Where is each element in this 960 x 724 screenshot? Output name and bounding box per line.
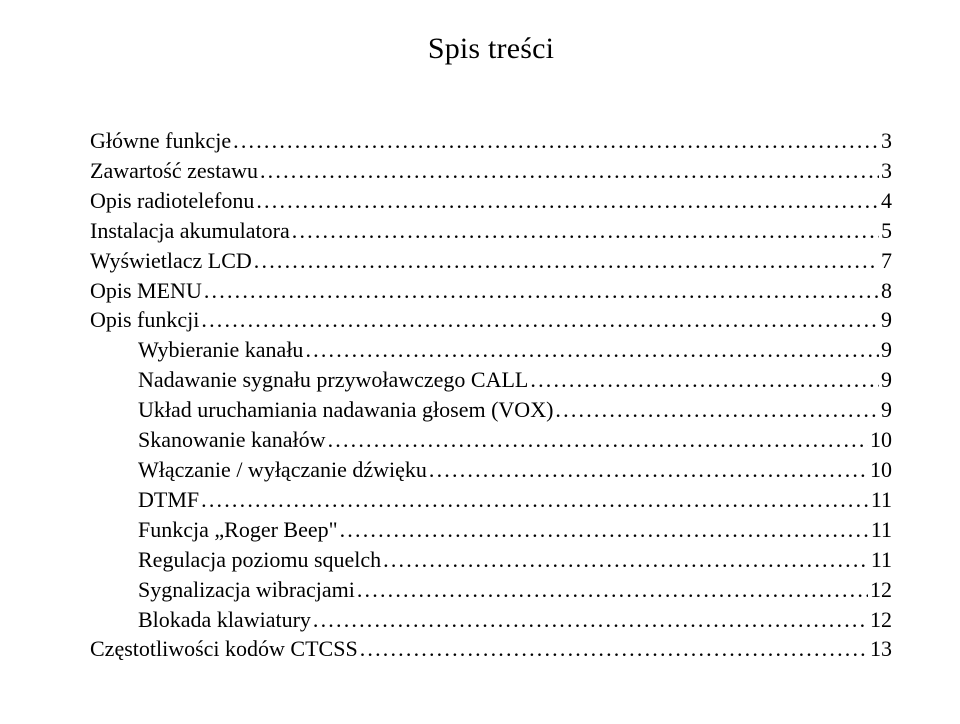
toc-leader-dots <box>360 634 868 664</box>
toc-leader-dots <box>305 335 879 365</box>
toc-entry: Opis MENU 8 <box>90 276 892 306</box>
toc-entry: Zawartość zestawu 3 <box>90 156 892 186</box>
toc-entry: Opis radiotelefonu 4 <box>90 186 892 216</box>
toc-entry-label: Opis MENU <box>90 276 202 306</box>
toc-entry-label: Instalacja akumulatora <box>90 216 290 246</box>
toc-entry: Instalacja akumulatora 5 <box>90 216 892 246</box>
toc-leader-dots <box>260 156 879 186</box>
toc-entry-label: Regulacja poziomu squelch <box>138 545 381 575</box>
toc-entry-label: Opis radiotelefonu <box>90 186 254 216</box>
toc-entry-page: 12 <box>870 575 892 605</box>
toc-entry-page: 4 <box>881 186 892 216</box>
toc-entry: Wybieranie kanału 9 <box>90 335 892 365</box>
toc-entry-label: Sygnalizacja wibracjami <box>138 575 355 605</box>
toc-leader-dots <box>233 126 879 156</box>
toc-entry-label: Nadawanie sygnału przywoławczego CALL <box>138 365 528 395</box>
toc-leader-dots <box>328 425 868 455</box>
toc-entry: Nadawanie sygnału przywoławczego CALL 9 <box>90 365 892 395</box>
toc-entry-page: 10 <box>870 425 892 455</box>
toc-entry-page: 10 <box>870 455 892 485</box>
toc-entry: Skanowanie kanałów 10 <box>90 425 892 455</box>
toc-leader-dots <box>201 485 869 515</box>
toc-entry-page: 11 <box>871 515 892 545</box>
toc-entry-label: DTMF <box>138 485 199 515</box>
toc-entry-label: Wybieranie kanału <box>138 335 303 365</box>
toc-entry-page: 3 <box>881 156 892 186</box>
toc-entry: Blokada klawiatury 12 <box>90 605 892 635</box>
toc-leader-dots <box>313 605 868 635</box>
toc-entry-page: 9 <box>881 395 892 425</box>
toc-leader-dots <box>340 515 869 545</box>
toc-entry-label: Blokada klawiatury <box>138 605 311 635</box>
toc-entry: Częstotliwości kodów CTCSS 13 <box>90 634 892 664</box>
toc-entry-page: 9 <box>881 335 892 365</box>
toc-entry-page: 9 <box>881 305 892 335</box>
toc-entry-label: Zawartość zestawu <box>90 156 258 186</box>
toc-leader-dots <box>254 246 879 276</box>
toc-entry: Główne funkcje 3 <box>90 126 892 156</box>
toc-leader-dots <box>530 365 879 395</box>
toc-entry-label: Wyświetlacz LCD <box>90 246 252 276</box>
toc-leader-dots <box>204 276 879 306</box>
toc-entry-label: Częstotliwości kodów CTCSS <box>90 634 358 664</box>
toc-entry: Włączanie / wyłączanie dźwięku 10 <box>90 455 892 485</box>
toc-leader-dots <box>429 455 868 485</box>
table-of-contents: Główne funkcje3Zawartość zestawu3Opis ra… <box>90 126 892 664</box>
toc-entry-page: 12 <box>870 605 892 635</box>
toc-entry: DTMF 11 <box>90 485 892 515</box>
toc-entry: Opis funkcji 9 <box>90 305 892 335</box>
toc-entry-page: 11 <box>871 485 892 515</box>
toc-leader-dots <box>292 216 879 246</box>
toc-entry-label: Opis funkcji <box>90 305 199 335</box>
toc-entry: Wyświetlacz LCD 7 <box>90 246 892 276</box>
toc-leader-dots <box>555 395 879 425</box>
toc-entry: Sygnalizacja wibracjami 12 <box>90 575 892 605</box>
toc-entry-label: Włączanie / wyłączanie dźwięku <box>138 455 427 485</box>
page-title: Spis treści <box>90 32 892 66</box>
toc-entry-page: 8 <box>881 276 892 306</box>
toc-entry-page: 9 <box>881 365 892 395</box>
toc-entry-page: 5 <box>881 216 892 246</box>
toc-entry-page: 13 <box>870 634 892 664</box>
toc-entry-page: 3 <box>881 126 892 156</box>
toc-entry-label: Funkcja „Roger Beep" <box>138 515 338 545</box>
toc-leader-dots <box>256 186 879 216</box>
toc-leader-dots <box>357 575 868 605</box>
toc-entry: Funkcja „Roger Beep" 11 <box>90 515 892 545</box>
toc-entry-label: Główne funkcje <box>90 126 231 156</box>
toc-entry-label: Skanowanie kanałów <box>138 425 326 455</box>
document-page: Spis treści Główne funkcje3Zawartość zes… <box>0 0 960 724</box>
toc-entry-page: 11 <box>871 545 892 575</box>
toc-entry-page: 7 <box>881 246 892 276</box>
toc-leader-dots <box>383 545 869 575</box>
toc-entry: Układ uruchamiania nadawania głosem (VOX… <box>90 395 892 425</box>
toc-entry: Regulacja poziomu squelch 11 <box>90 545 892 575</box>
toc-entry-label: Układ uruchamiania nadawania głosem (VOX… <box>138 395 553 425</box>
toc-leader-dots <box>201 305 879 335</box>
